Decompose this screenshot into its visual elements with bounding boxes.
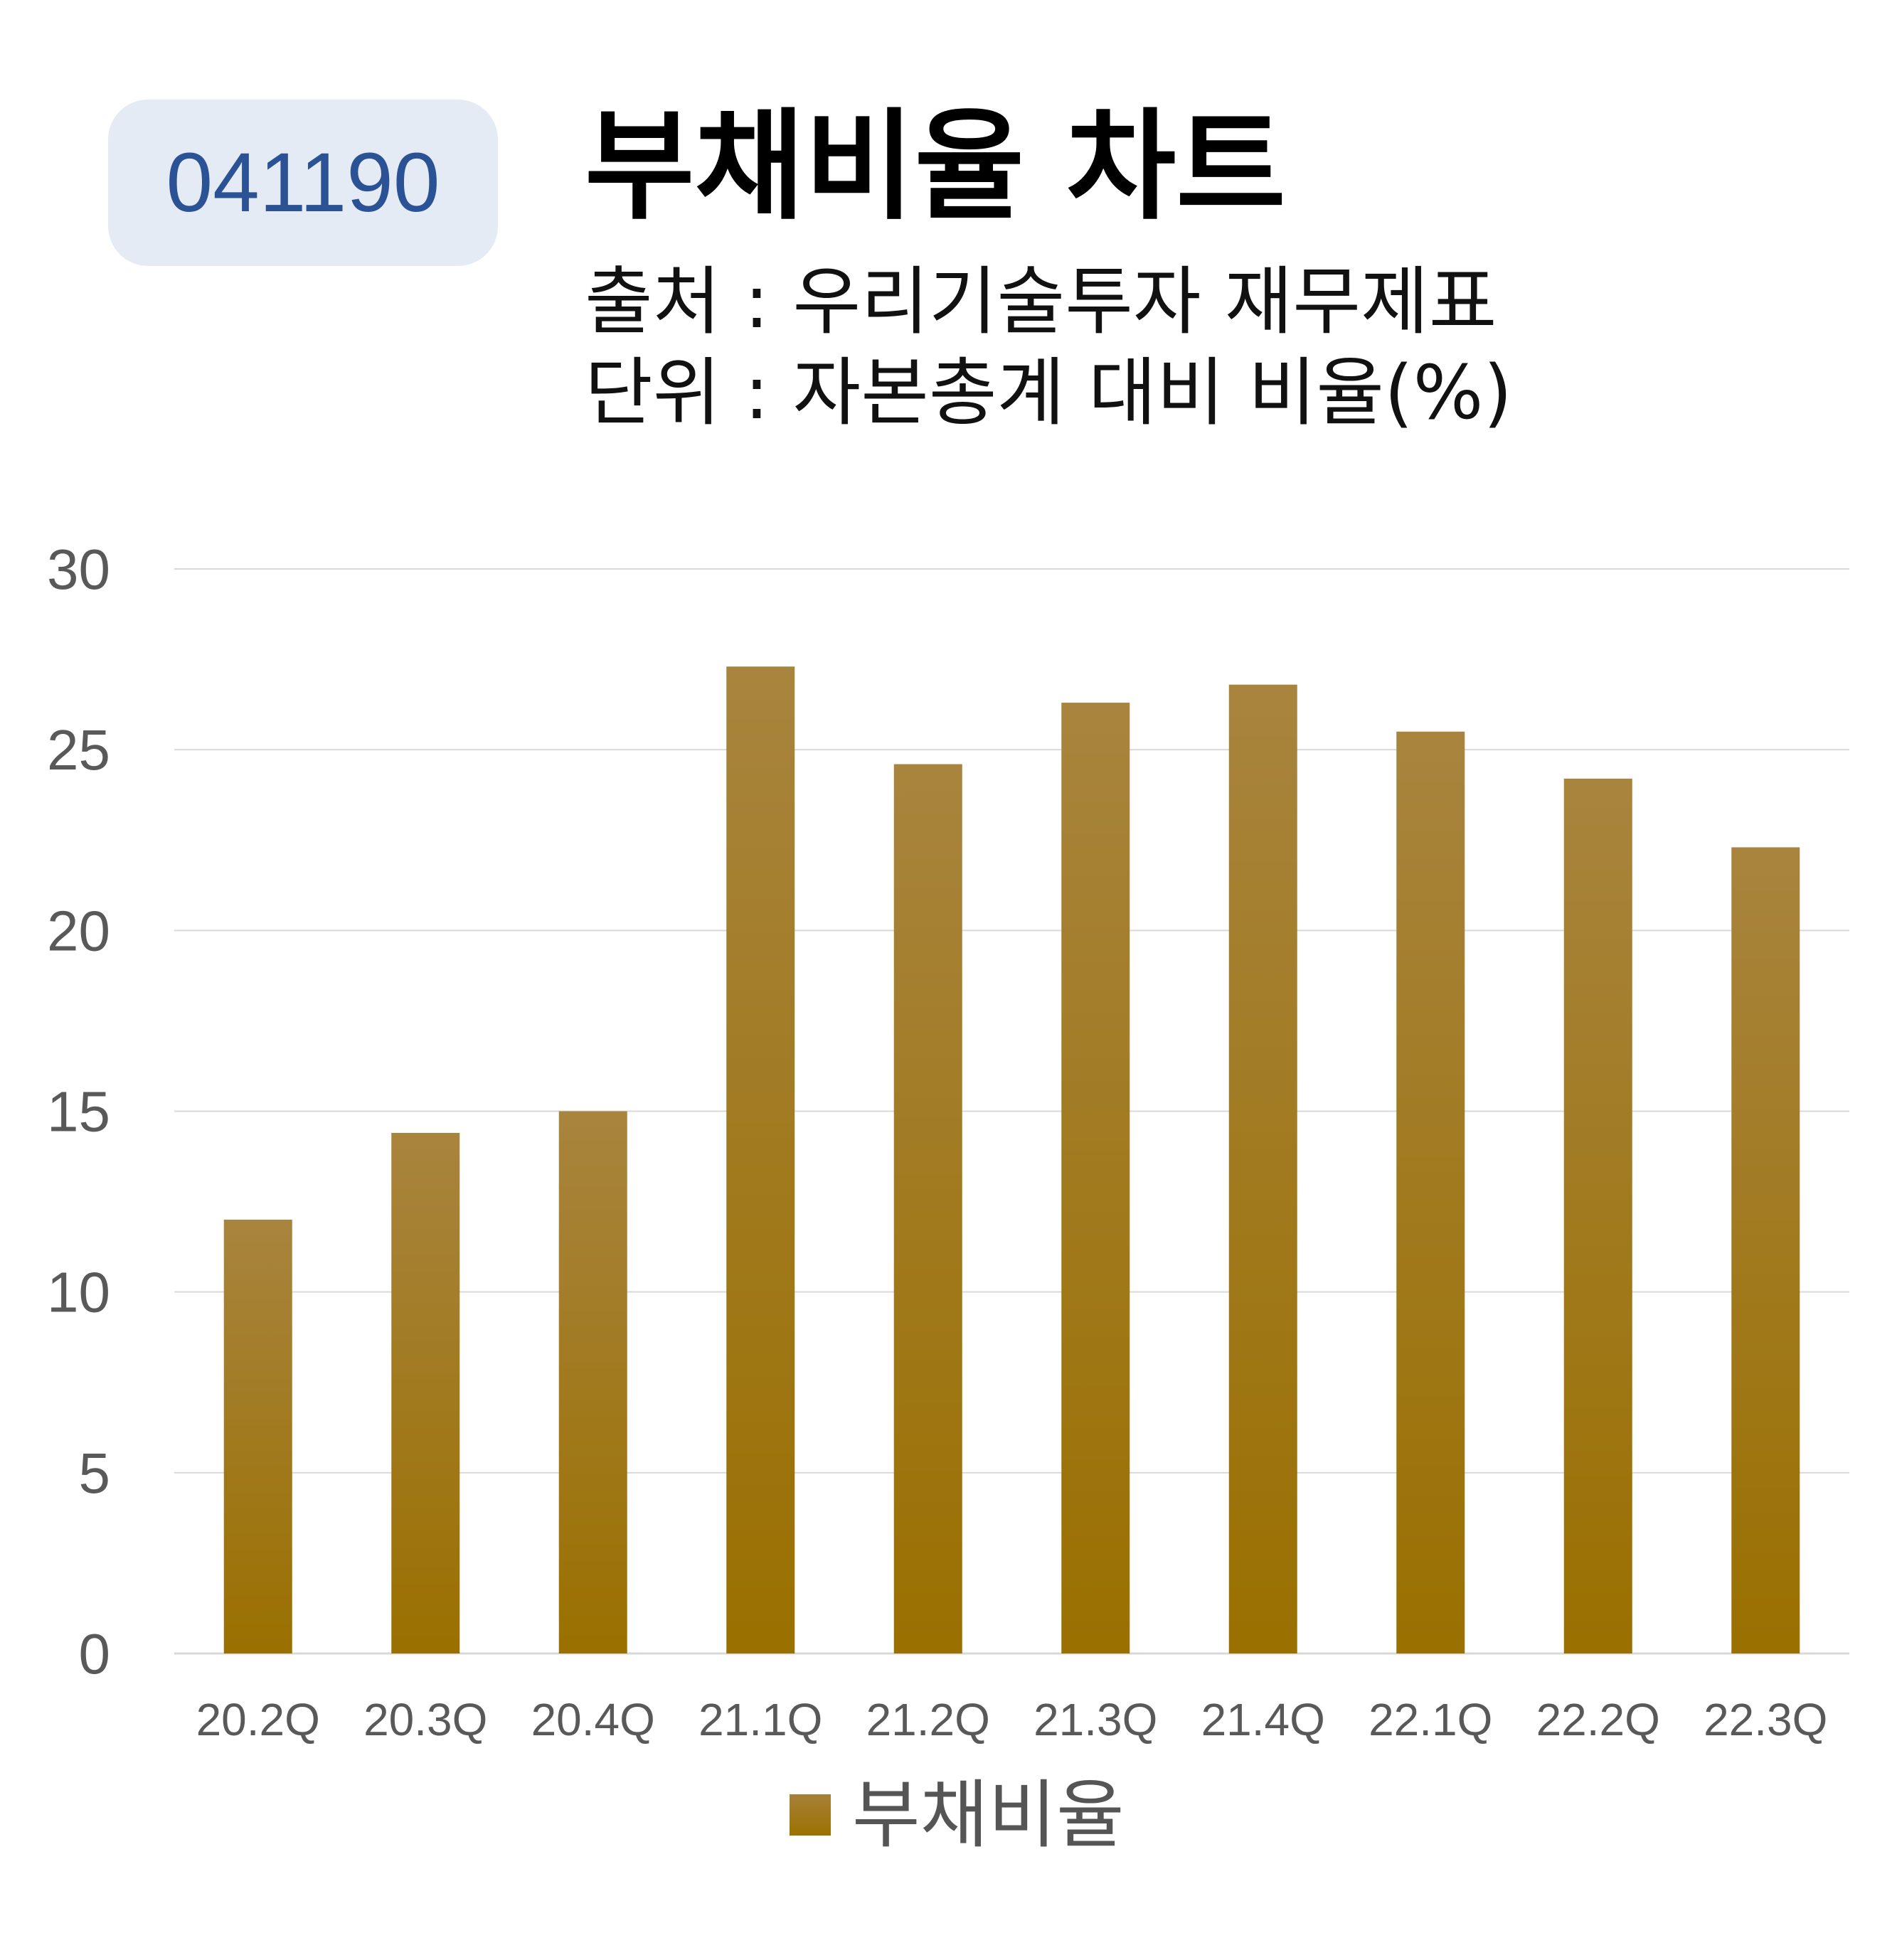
- legend: 부채비율: [790, 1778, 1125, 1852]
- x-tick-label: 20.2Q: [196, 1694, 320, 1745]
- x-tick-label: 21.3Q: [1033, 1694, 1157, 1745]
- legend-swatch: [790, 1794, 831, 1836]
- legend-label: 부채비율: [852, 1772, 1125, 1858]
- chart-source: 출처 : 우리기술투자 재무제표: [585, 258, 1497, 345]
- bar-20.4Q: [558, 1111, 627, 1653]
- bar-21.1Q: [726, 666, 795, 1653]
- x-tick-label: 22.2Q: [1536, 1694, 1660, 1745]
- ticker-code: 041190: [166, 136, 440, 230]
- y-tick-label: 5: [79, 1442, 111, 1505]
- x-tick-label: 20.3Q: [363, 1694, 487, 1745]
- x-tick-label: 21.2Q: [866, 1694, 990, 1745]
- bar-22.1Q: [1396, 731, 1465, 1653]
- bar-22.2Q: [1563, 778, 1632, 1653]
- bar-21.3Q: [1061, 703, 1130, 1654]
- x-tick-label: 20.4Q: [531, 1694, 655, 1745]
- x-tick-label: 21.4Q: [1201, 1694, 1325, 1745]
- bar-21.2Q: [893, 764, 962, 1653]
- y-tick-label: 25: [47, 718, 110, 782]
- bar-22.3Q: [1731, 847, 1800, 1653]
- bar-21.4Q: [1228, 684, 1297, 1653]
- y-tick-label: 15: [47, 1080, 110, 1144]
- bars: [223, 666, 1800, 1654]
- bar-20.2Q: [223, 1220, 292, 1653]
- bar-20.3Q: [391, 1133, 460, 1653]
- x-tick-label: 21.1Q: [698, 1694, 822, 1745]
- y-tick-label: 20: [47, 899, 110, 962]
- x-axis-ticks: 20.2Q 20.3Q 20.4Q 21.1Q 21.2Q 21.3Q 21.4Q 22.1Q…: [196, 1694, 1828, 1745]
- x-tick-label: 22.1Q: [1369, 1694, 1492, 1745]
- y-tick-label: 0: [79, 1622, 111, 1685]
- chart-title: 부채비율 차트: [585, 97, 1286, 236]
- ticker-badge: 041190: [108, 100, 498, 266]
- y-tick-label: 30: [47, 538, 110, 601]
- y-tick-label: 10: [47, 1261, 110, 1324]
- chart-unit: 단위 : 자본총계 대비 비율(%): [585, 349, 1513, 436]
- x-tick-label: 22.3Q: [1704, 1694, 1827, 1745]
- y-axis-ticks: 0 5 10 15 20 25 30: [47, 538, 110, 1685]
